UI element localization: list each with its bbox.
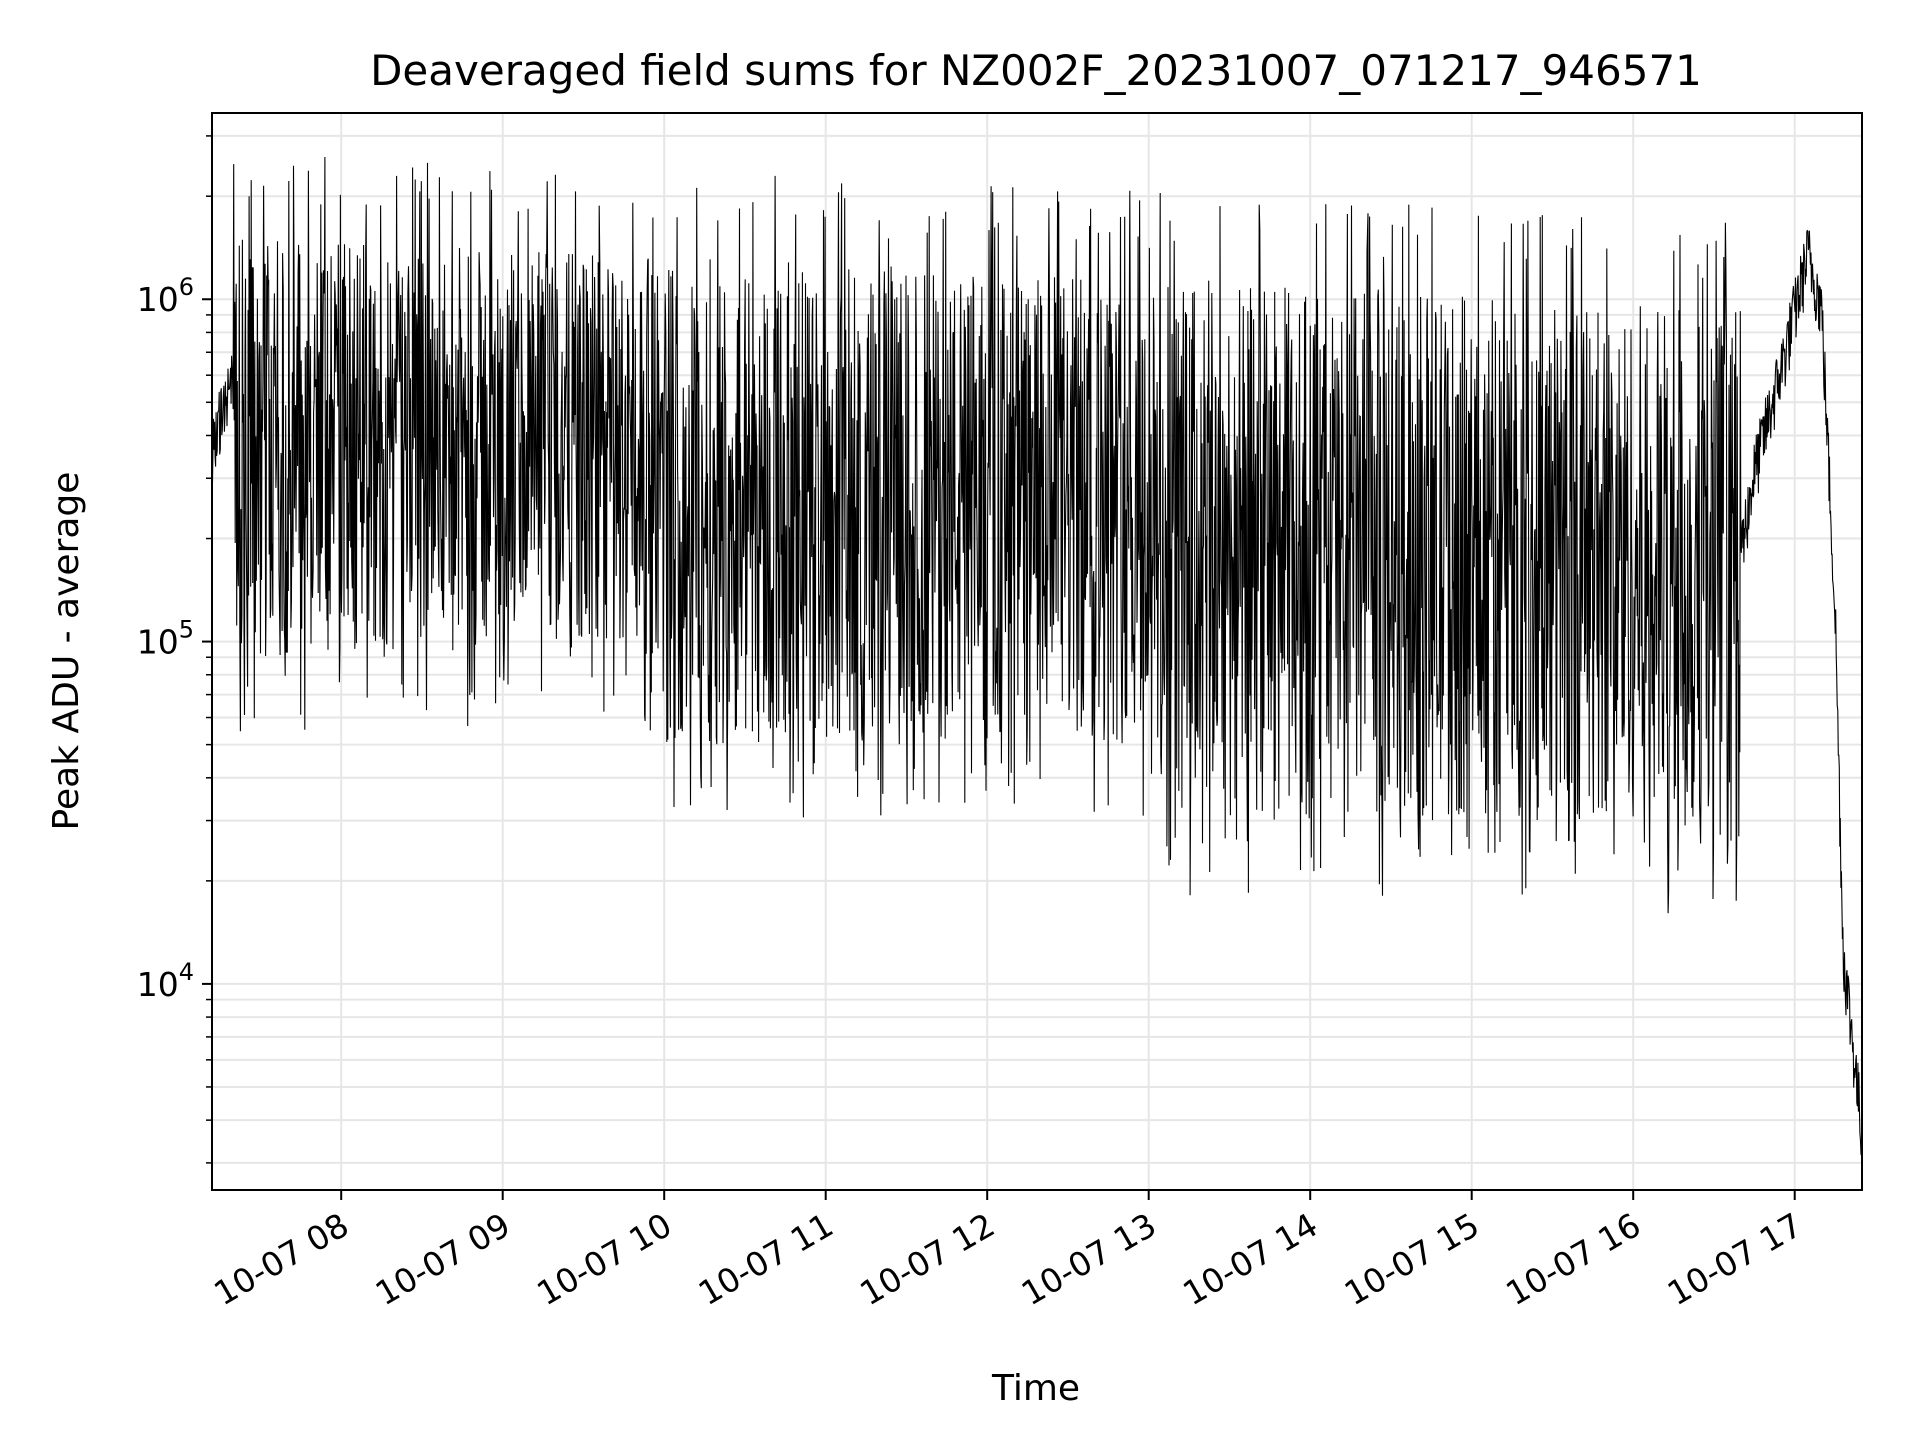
- y-tick-label: 104: [137, 958, 194, 1004]
- x-axis-label: Time: [991, 1368, 1080, 1409]
- y-axis-label: Peak ADU - average: [46, 472, 87, 831]
- plot-frame: [211, 112, 1863, 1191]
- plot-line: [211, 156, 1863, 1156]
- y-tick-label: 106: [137, 273, 194, 319]
- series-line: [211, 156, 1863, 1156]
- y-tick-label: 105: [137, 616, 194, 662]
- y-axis-ticks: 104 105 106: [137, 135, 212, 1164]
- chart-title: Deaveraged field sums for NZ002F_2023100…: [370, 46, 1702, 95]
